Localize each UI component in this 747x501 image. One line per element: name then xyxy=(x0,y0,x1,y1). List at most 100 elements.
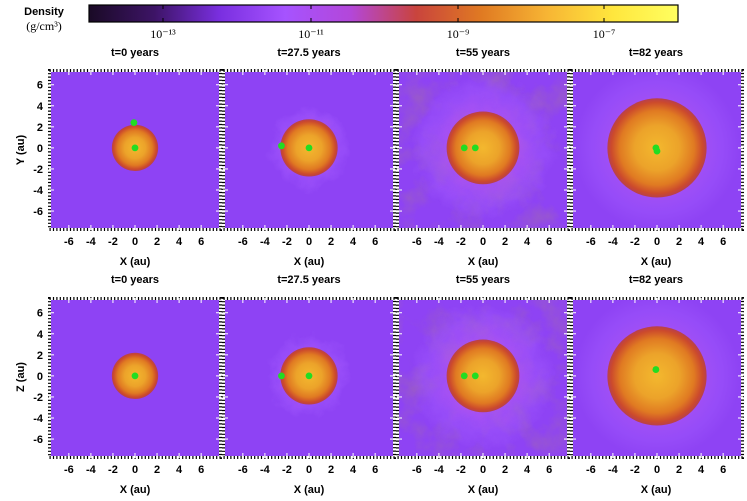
star-marker xyxy=(652,366,660,373)
density-panel: -6 -4 -2 0 2 4 6 xyxy=(570,69,744,248)
x-tick-label: 4 xyxy=(176,236,183,248)
panel-title: t=0 years xyxy=(111,274,159,286)
y-axis-label: Y (au) xyxy=(15,134,27,165)
y-tick-label: 2 xyxy=(37,122,43,134)
star-marker xyxy=(653,147,661,155)
star-marker xyxy=(471,372,479,380)
x-tick-label: 6 xyxy=(372,464,378,476)
x-tick-label: -2 xyxy=(630,236,640,248)
x-tick-label: -2 xyxy=(456,236,466,248)
x-tick-label: 4 xyxy=(350,464,357,476)
x-axis-label: X (au) xyxy=(468,484,499,496)
x-tick-label: 0 xyxy=(306,236,312,248)
x-tick-label: 0 xyxy=(132,464,138,476)
x-tick-label: 2 xyxy=(502,464,508,476)
colorbar-tick-label: 10⁻⁹ xyxy=(447,27,470,41)
y-tick-label: 6 xyxy=(37,308,43,320)
x-tick-label: 2 xyxy=(154,464,160,476)
x-tick-label: 4 xyxy=(524,464,531,476)
panel-image xyxy=(49,298,221,458)
x-tick-label: -4 xyxy=(608,464,619,476)
x-axis-label: X (au) xyxy=(120,484,151,496)
x-tick-label: 6 xyxy=(198,236,204,248)
panel-title: t=82 years xyxy=(629,274,683,286)
x-tick-label: -6 xyxy=(412,464,422,476)
colorbar-gradient xyxy=(88,4,679,23)
x-tick-label: -6 xyxy=(238,236,248,248)
x-tick-label: 6 xyxy=(720,236,726,248)
x-tick-label: 4 xyxy=(350,236,357,248)
x-tick-label: 2 xyxy=(676,464,682,476)
panel-title: t=0 years xyxy=(111,47,159,59)
x-axis-label: X (au) xyxy=(468,256,499,268)
star-marker xyxy=(130,119,138,127)
x-tick-label: -2 xyxy=(456,464,466,476)
panel-title: t=55 years xyxy=(456,274,510,286)
y-tick-label: -6 xyxy=(33,434,43,446)
colorbar-tick-label: 10⁻¹³ xyxy=(150,27,176,41)
x-tick-label: 2 xyxy=(328,236,334,248)
star-marker xyxy=(278,372,285,380)
x-tick-label: -4 xyxy=(608,236,619,248)
star-marker xyxy=(131,144,139,152)
panel-image xyxy=(397,298,569,458)
x-tick-label: 4 xyxy=(698,236,705,248)
star-marker xyxy=(471,144,479,152)
x-axis-label: X (au) xyxy=(120,256,151,268)
density-panel: -6 -4 -2 0 2 4 6 xyxy=(222,297,396,476)
y-tick-label: -4 xyxy=(33,413,44,425)
y-tick-label: 4 xyxy=(37,101,44,113)
x-tick-label: -2 xyxy=(282,236,292,248)
x-tick-label: -4 xyxy=(434,236,445,248)
x-tick-label: 2 xyxy=(676,236,682,248)
x-tick-label: 0 xyxy=(480,464,486,476)
x-axis-label: X (au) xyxy=(641,256,672,268)
density-panel: -6 -4 -2 0 2 4 6 xyxy=(396,297,570,476)
panel-title: t=55 years xyxy=(456,47,510,59)
star-marker xyxy=(460,372,468,380)
density-panel: -6 -6 -4 -4 -2 -2 0 0 2 2 4 4 6 6 xyxy=(33,297,222,476)
x-tick-label: 6 xyxy=(198,464,204,476)
x-tick-label: 2 xyxy=(328,464,334,476)
x-tick-label: -4 xyxy=(260,236,271,248)
x-tick-label: -6 xyxy=(64,464,74,476)
y-tick-label: -4 xyxy=(33,185,44,197)
x-axis-label: X (au) xyxy=(294,484,325,496)
y-axis-label: Z (au) xyxy=(15,362,27,392)
x-tick-label: 6 xyxy=(546,464,552,476)
panel-title: t=27.5 years xyxy=(277,47,340,59)
y-tick-label: 6 xyxy=(37,80,43,92)
x-tick-label: -2 xyxy=(108,236,118,248)
y-tick-label: -2 xyxy=(33,164,43,176)
x-tick-label: 0 xyxy=(480,236,486,248)
x-tick-label: 6 xyxy=(546,236,552,248)
x-tick-label: -6 xyxy=(412,236,422,248)
density-panel: -6 -4 -2 0 2 4 6 xyxy=(396,69,570,248)
x-tick-label: 0 xyxy=(654,236,660,248)
x-axis-label: X (au) xyxy=(641,484,672,496)
x-tick-label: 4 xyxy=(524,236,531,248)
panel-image xyxy=(49,70,221,230)
panel-image xyxy=(571,298,743,458)
x-tick-label: -2 xyxy=(630,464,640,476)
star-marker xyxy=(305,144,313,152)
panel-image xyxy=(223,70,395,230)
y-tick-label: 4 xyxy=(37,329,44,341)
x-axis-label: X (au) xyxy=(294,256,325,268)
x-tick-label: -2 xyxy=(108,464,118,476)
panel-image xyxy=(223,298,395,458)
y-tick-label: -6 xyxy=(33,206,43,218)
x-tick-label: 2 xyxy=(502,236,508,248)
x-tick-label: -4 xyxy=(86,464,97,476)
density-panel: -6 -4 -2 0 2 4 6 xyxy=(222,69,396,248)
x-tick-label: -6 xyxy=(586,464,596,476)
star-marker xyxy=(131,372,139,380)
panel-image xyxy=(571,70,743,230)
x-tick-label: 6 xyxy=(372,236,378,248)
x-tick-label: -4 xyxy=(260,464,271,476)
x-tick-label: 4 xyxy=(176,464,183,476)
colorbar: Density (g/cm³) 10⁻¹³ 10⁻¹¹ 10⁻⁹ 10⁻⁷ xyxy=(24,4,679,41)
x-tick-label: 4 xyxy=(698,464,705,476)
panel-title: t=82 years xyxy=(629,47,683,59)
y-tick-label: 0 xyxy=(37,143,43,155)
